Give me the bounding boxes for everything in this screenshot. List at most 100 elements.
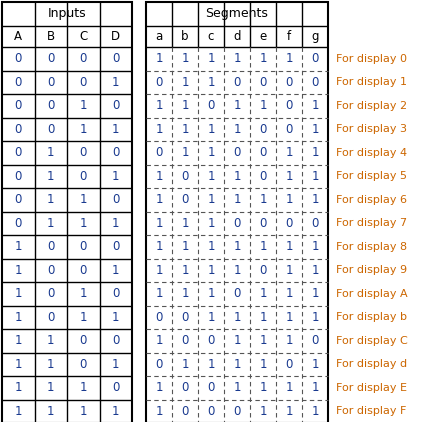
Text: 0: 0 — [286, 99, 293, 112]
Text: 1: 1 — [259, 358, 267, 371]
Text: 0: 0 — [286, 358, 293, 371]
Text: 1: 1 — [233, 99, 241, 112]
Text: 0: 0 — [47, 99, 54, 112]
Text: e: e — [259, 30, 267, 43]
Text: 0: 0 — [112, 193, 119, 206]
Text: 0: 0 — [207, 334, 215, 347]
Text: 1: 1 — [80, 123, 87, 136]
Text: 0: 0 — [15, 99, 22, 112]
Text: 1: 1 — [311, 264, 319, 277]
Text: 0: 0 — [112, 99, 119, 112]
Text: 0: 0 — [233, 405, 241, 418]
Text: 1: 1 — [47, 193, 54, 206]
Text: 1: 1 — [80, 99, 87, 112]
Text: 1: 1 — [207, 217, 215, 230]
Text: 1: 1 — [47, 358, 54, 371]
Text: For display b: For display b — [336, 312, 407, 322]
Bar — [2, 2, 132, 422]
Text: 1: 1 — [47, 146, 54, 159]
Text: 1: 1 — [155, 405, 163, 418]
Text: For display A: For display A — [336, 289, 408, 299]
Text: 1: 1 — [155, 334, 163, 347]
Text: 1: 1 — [112, 311, 119, 324]
Text: 1: 1 — [181, 287, 189, 300]
Text: 0: 0 — [47, 240, 54, 253]
Text: 1: 1 — [233, 264, 241, 277]
Text: 1: 1 — [311, 170, 319, 183]
Text: 0: 0 — [181, 405, 189, 418]
Text: 0: 0 — [311, 334, 319, 347]
Text: 0: 0 — [181, 170, 189, 183]
Text: 1: 1 — [311, 99, 319, 112]
Text: 1: 1 — [311, 240, 319, 253]
Text: 0: 0 — [259, 217, 267, 230]
Text: 1: 1 — [181, 217, 189, 230]
Text: 0: 0 — [259, 76, 267, 89]
Text: 0: 0 — [47, 76, 54, 89]
Text: D: D — [111, 30, 120, 43]
Text: 0: 0 — [112, 146, 119, 159]
Text: 1: 1 — [233, 311, 241, 324]
Text: 0: 0 — [233, 287, 241, 300]
Text: 0: 0 — [155, 76, 163, 89]
Text: 0: 0 — [286, 123, 293, 136]
Text: 0: 0 — [15, 170, 22, 183]
Text: 1: 1 — [207, 52, 215, 65]
Text: 1: 1 — [233, 193, 241, 206]
Text: For display 2: For display 2 — [336, 101, 407, 111]
Text: 0: 0 — [47, 287, 54, 300]
Text: 1: 1 — [155, 193, 163, 206]
Text: For display 1: For display 1 — [336, 77, 407, 87]
Text: For display 7: For display 7 — [336, 218, 407, 228]
Text: 1: 1 — [259, 287, 267, 300]
Text: 0: 0 — [15, 146, 22, 159]
Text: 0: 0 — [259, 264, 267, 277]
Text: 1: 1 — [15, 287, 22, 300]
Text: C: C — [79, 30, 88, 43]
Text: 1: 1 — [80, 287, 87, 300]
Text: 1: 1 — [112, 217, 119, 230]
Text: 0: 0 — [80, 358, 87, 371]
Text: For display 5: For display 5 — [336, 171, 407, 181]
Text: 0: 0 — [112, 52, 119, 65]
Text: 0: 0 — [286, 217, 293, 230]
Text: 1: 1 — [311, 311, 319, 324]
Text: 1: 1 — [15, 264, 22, 277]
Text: 1: 1 — [207, 193, 215, 206]
Text: 1: 1 — [181, 99, 189, 112]
Text: 1: 1 — [311, 287, 319, 300]
Text: 0: 0 — [259, 170, 267, 183]
Text: 1: 1 — [155, 240, 163, 253]
Text: 0: 0 — [233, 146, 241, 159]
Text: 0: 0 — [112, 381, 119, 394]
Text: 1: 1 — [80, 217, 87, 230]
Text: 1: 1 — [311, 146, 319, 159]
Text: 1: 1 — [112, 264, 119, 277]
Text: For display 4: For display 4 — [336, 148, 407, 158]
Text: 1: 1 — [285, 405, 293, 418]
Text: For display 9: For display 9 — [336, 265, 407, 275]
Text: 1: 1 — [285, 311, 293, 324]
Text: 1: 1 — [15, 405, 22, 418]
Text: 0: 0 — [311, 52, 319, 65]
Text: 1: 1 — [155, 287, 163, 300]
Text: 1: 1 — [259, 334, 267, 347]
Text: 0: 0 — [155, 146, 163, 159]
Text: 0: 0 — [112, 287, 119, 300]
Text: 1: 1 — [207, 358, 215, 371]
Text: 0: 0 — [80, 334, 87, 347]
Text: 0: 0 — [15, 52, 22, 65]
Text: 1: 1 — [259, 193, 267, 206]
Text: a: a — [156, 30, 163, 43]
Text: 1: 1 — [155, 217, 163, 230]
Text: 1: 1 — [259, 311, 267, 324]
Text: 0: 0 — [80, 170, 87, 183]
Text: d: d — [233, 30, 241, 43]
Text: 0: 0 — [15, 76, 22, 89]
Text: 0: 0 — [15, 193, 22, 206]
Text: 1: 1 — [285, 146, 293, 159]
Text: 0: 0 — [47, 264, 54, 277]
Text: 1: 1 — [207, 123, 215, 136]
Text: 1: 1 — [259, 381, 267, 394]
Text: 1: 1 — [181, 240, 189, 253]
